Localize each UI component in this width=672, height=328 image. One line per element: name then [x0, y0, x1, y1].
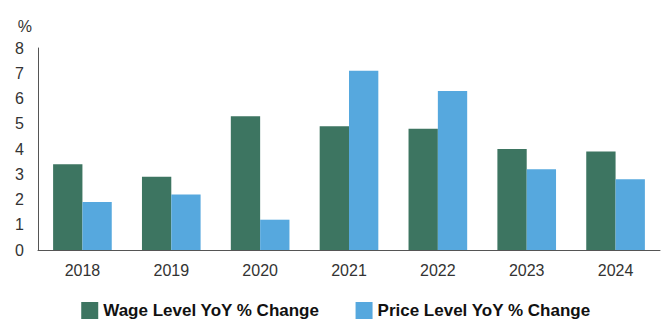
svg-text:%: % [18, 18, 32, 35]
svg-text:5: 5 [15, 115, 24, 132]
svg-text:2019: 2019 [153, 262, 189, 279]
svg-text:4: 4 [15, 141, 24, 158]
svg-text:3: 3 [15, 166, 24, 183]
svg-text:1: 1 [15, 216, 24, 233]
svg-text:Wage Level YoY % Change: Wage Level YoY % Change [103, 301, 319, 320]
svg-text:0: 0 [15, 242, 24, 259]
svg-text:7: 7 [15, 65, 24, 82]
svg-text:2018: 2018 [65, 262, 101, 279]
svg-text:2: 2 [15, 191, 24, 208]
svg-text:8: 8 [15, 40, 24, 57]
svg-text:2024: 2024 [598, 262, 634, 279]
svg-text:Price Level YoY % Change: Price Level YoY % Change [378, 301, 591, 320]
svg-text:2020: 2020 [242, 262, 278, 279]
svg-text:2022: 2022 [420, 262, 456, 279]
svg-text:2023: 2023 [509, 262, 545, 279]
svg-text:2021: 2021 [331, 262, 367, 279]
svg-text:6: 6 [15, 90, 24, 107]
